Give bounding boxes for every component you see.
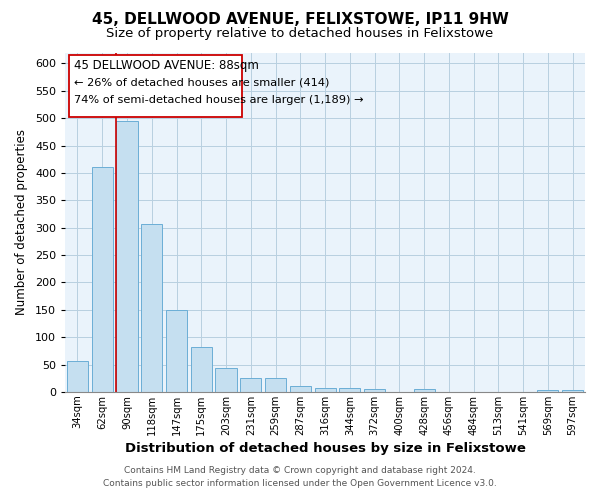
Bar (339, 388, 361, 392)
Text: ← 26% of detached houses are smaller (414): ← 26% of detached houses are smaller (41… (74, 77, 329, 87)
Text: Contains HM Land Registry data © Crown copyright and database right 2024.
Contai: Contains HM Land Registry data © Crown c… (103, 466, 497, 487)
Bar (240, 378, 261, 392)
Bar (215, 368, 236, 392)
Bar (538, 390, 559, 392)
Bar (166, 310, 187, 392)
Text: Size of property relative to detached houses in Felixstowe: Size of property relative to detached ho… (106, 28, 494, 40)
Bar (562, 390, 583, 392)
Bar (265, 378, 286, 392)
Y-axis label: Number of detached properties: Number of detached properties (15, 129, 28, 315)
Bar (67, 360, 88, 392)
Text: 74% of semi-detached houses are larger (1,189) →: 74% of semi-detached houses are larger (… (74, 95, 363, 105)
Bar (92, 167, 113, 392)
Bar (191, 347, 212, 392)
FancyBboxPatch shape (69, 54, 242, 116)
Bar (290, 386, 311, 392)
Bar (141, 224, 162, 392)
Bar (314, 388, 335, 392)
Bar (116, 121, 137, 392)
Text: 45 DELLWOOD AVENUE: 88sqm: 45 DELLWOOD AVENUE: 88sqm (74, 59, 259, 72)
X-axis label: Distribution of detached houses by size in Felixstowe: Distribution of detached houses by size … (125, 442, 526, 455)
Text: 45, DELLWOOD AVENUE, FELIXSTOWE, IP11 9HW: 45, DELLWOOD AVENUE, FELIXSTOWE, IP11 9H… (92, 12, 508, 28)
Bar (364, 389, 385, 392)
Bar (413, 389, 434, 392)
